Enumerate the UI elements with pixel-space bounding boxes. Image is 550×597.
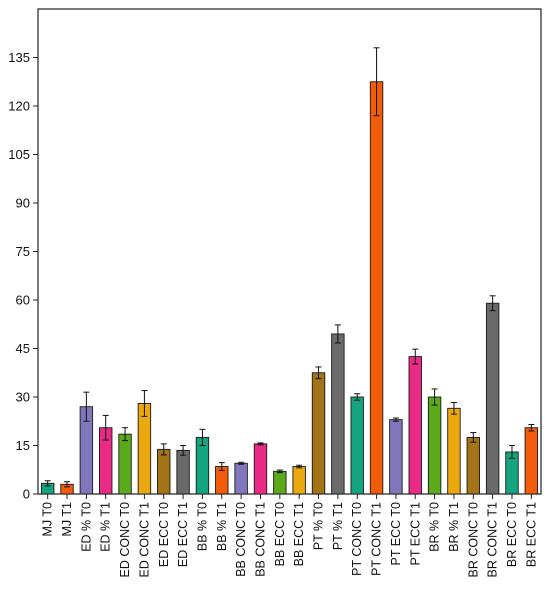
y-tick-label: 15 (16, 438, 30, 453)
bar (273, 470, 287, 495)
error-bar (218, 462, 225, 471)
error-bar (315, 366, 322, 380)
x-tick-label: ED ECC T1 (176, 502, 190, 567)
x-tick-label: BR ECC T0 (505, 502, 519, 567)
bar (369, 81, 384, 495)
bar (292, 466, 306, 495)
bar (485, 302, 500, 495)
error-bar (141, 390, 148, 417)
bar (389, 419, 403, 495)
bar (427, 396, 442, 495)
x-tick-label: ED CONC T0 (118, 502, 132, 578)
x-tick-label: PT CONC T0 (350, 502, 364, 576)
error-bar (296, 464, 303, 469)
x-tick-label: BB CONC T1 (253, 502, 267, 577)
y-tick-label: 90 (16, 196, 30, 211)
error-bar (44, 480, 51, 487)
x-tick-label: PT % T1 (331, 502, 345, 550)
y-tick-label: 0 (23, 487, 30, 502)
bar (350, 396, 364, 495)
bar (176, 449, 190, 495)
x-tick-label: ED CONC T1 (137, 502, 151, 578)
error-bar (83, 391, 90, 422)
x-tick-label: BB ECC T1 (292, 502, 306, 566)
error-bar (489, 295, 496, 312)
x-tick-label: BR % T1 (447, 502, 461, 552)
x-tick-label: PT CONC T1 (370, 502, 384, 576)
error-bar (392, 417, 399, 422)
error-bar (354, 393, 361, 401)
error-bar (450, 401, 457, 415)
y-tick-label: 30 (16, 390, 30, 405)
error-bar (470, 432, 477, 443)
plot-frame (37, 8, 542, 495)
x-tick-label: BB CONC T0 (234, 502, 248, 577)
error-bar (412, 348, 419, 365)
y-tick-label: 135 (8, 50, 30, 65)
error-bar (334, 324, 341, 344)
bars (40, 81, 539, 495)
error-bar (64, 481, 71, 488)
x-tick-label: BR CONC T1 (486, 502, 500, 578)
y-tick-label: 105 (8, 147, 30, 162)
error-bar (102, 414, 109, 441)
y-tick-label: 75 (16, 244, 30, 259)
x-tick-label: PT ECC T1 (408, 502, 422, 565)
y-tick-label: 45 (16, 341, 30, 356)
error-bar (160, 443, 167, 456)
error-bar (508, 445, 515, 459)
x-tick-label: BB % T1 (215, 502, 229, 551)
error-bar (431, 388, 438, 406)
x-tick-label: MJ T1 (60, 502, 74, 537)
x-tick-label: ED % T1 (99, 502, 113, 552)
error-bar (528, 423, 535, 432)
error-bar (180, 445, 187, 456)
error-bars (44, 47, 535, 488)
y-tick-label: 120 (8, 99, 30, 114)
error-bar (257, 442, 264, 446)
y-axis: 0 15 30 45 60 75 90 105 120 135 (8, 50, 38, 502)
bar (447, 407, 461, 495)
error-bar (238, 461, 245, 465)
bar (253, 443, 268, 495)
x-tick-label: PT % T0 (312, 502, 326, 550)
x-tick-label: BR ECC T1 (524, 502, 538, 567)
error-bar (199, 428, 206, 446)
error-bar (373, 47, 380, 117)
x-tick-label: BR % T0 (428, 502, 442, 552)
x-axis: MJ T0 MJ T1 ED % T0 ED % T1 ED CONC T0 ED CON… (41, 494, 538, 578)
bar (234, 462, 248, 495)
x-tick-label: ED ECC T0 (157, 502, 171, 567)
bar (137, 403, 152, 495)
bar (118, 433, 132, 495)
bar (408, 356, 422, 495)
x-tick-label: ED % T0 (79, 502, 93, 552)
plot-border (37, 8, 542, 495)
x-tick-label: BB % T0 (195, 502, 209, 551)
x-tick-label: BB ECC T0 (273, 502, 287, 566)
x-tick-label: PT ECC T0 (389, 502, 403, 565)
x-tick-label: MJ T0 (41, 502, 55, 537)
bar (466, 436, 480, 495)
bar (524, 427, 539, 495)
error-bar (276, 469, 283, 474)
y-tick-label: 60 (16, 293, 30, 308)
error-bar (122, 427, 129, 442)
x-tick-label: BR CONC T0 (466, 502, 480, 578)
bar (157, 448, 171, 495)
bar (331, 333, 345, 495)
bar (311, 372, 326, 495)
